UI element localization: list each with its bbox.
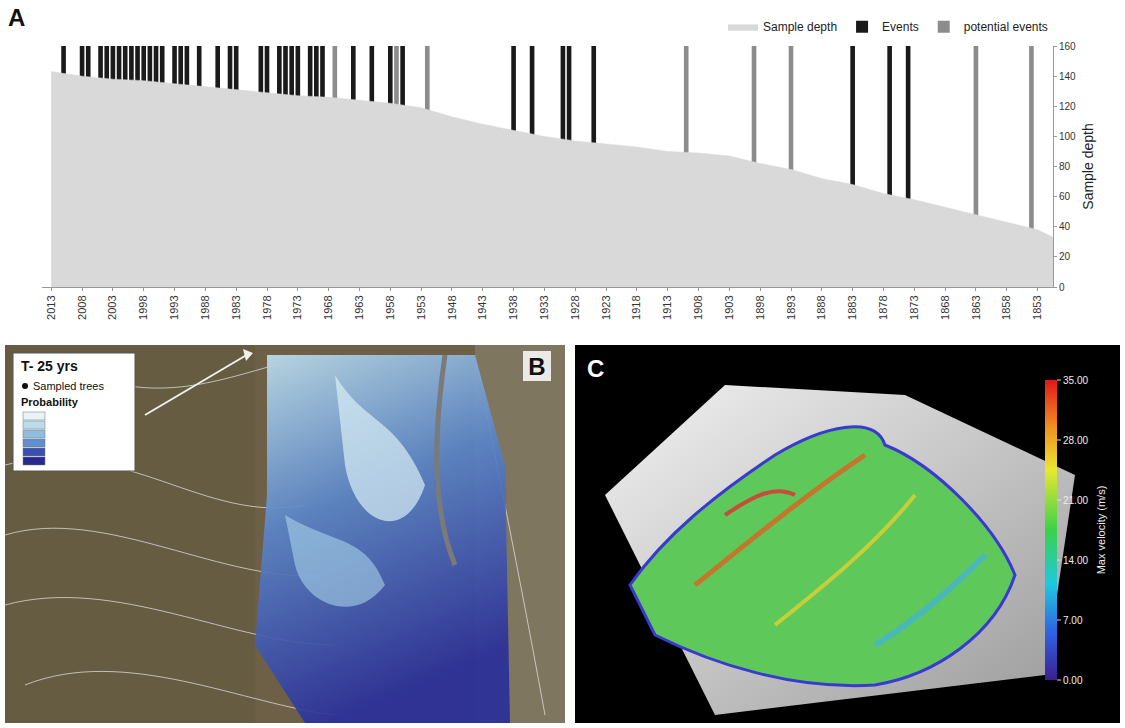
svg-text:1983: 1983 — [230, 295, 242, 319]
svg-text:1923: 1923 — [600, 295, 612, 319]
svg-text:1948: 1948 — [446, 295, 458, 319]
svg-text:1888: 1888 — [815, 295, 827, 319]
svg-text:1933: 1933 — [538, 295, 550, 319]
svg-text:1993: 1993 — [168, 295, 180, 319]
svg-text:1908: 1908 — [692, 295, 704, 319]
svg-text:0: 0 — [1059, 282, 1065, 293]
svg-text:1973: 1973 — [291, 295, 303, 319]
svg-text:2008: 2008 — [76, 295, 88, 319]
svg-text:20: 20 — [1059, 251, 1071, 262]
svg-text:35.00: 35.00 — [1063, 375, 1088, 386]
svg-text:1998: 1998 — [137, 295, 149, 319]
svg-text:1978: 1978 — [261, 295, 273, 319]
svg-text:Probability: Probability — [21, 396, 79, 408]
svg-text:1943: 1943 — [476, 295, 488, 319]
svg-text:1988: 1988 — [199, 295, 211, 319]
svg-text:1868: 1868 — [939, 295, 951, 319]
svg-text:1958: 1958 — [384, 295, 396, 319]
svg-text:1873: 1873 — [908, 295, 920, 319]
svg-text:2013: 2013 — [45, 295, 57, 319]
svg-text:120: 120 — [1059, 101, 1076, 112]
svg-text:0.00: 0.00 — [1063, 675, 1083, 686]
svg-text:1903: 1903 — [723, 295, 735, 319]
svg-text:B: B — [528, 353, 545, 380]
svg-text:21.00: 21.00 — [1063, 495, 1088, 506]
svg-text:14.00: 14.00 — [1063, 555, 1088, 566]
svg-text:1863: 1863 — [970, 295, 982, 319]
svg-text:1878: 1878 — [877, 295, 889, 319]
svg-text:1963: 1963 — [353, 295, 365, 319]
html-text:A: A — [8, 4, 26, 31]
svg-text:160: 160 — [1059, 41, 1076, 52]
svg-text:80: 80 — [1059, 161, 1071, 172]
svg-text:1918: 1918 — [630, 295, 642, 319]
svg-text:7.00: 7.00 — [1063, 615, 1083, 626]
svg-text:T- 25 yrs: T- 25 yrs — [21, 358, 78, 374]
svg-text:1928: 1928 — [569, 295, 581, 319]
svg-text:Sample depth: Sample depth — [1080, 123, 1096, 209]
svg-text:1968: 1968 — [322, 295, 334, 319]
svg-text:Sampled trees: Sampled trees — [33, 380, 104, 392]
svg-text:28.00: 28.00 — [1063, 435, 1088, 446]
svg-text:1858: 1858 — [1000, 295, 1012, 319]
svg-text:2003: 2003 — [106, 295, 118, 319]
svg-text:Max velocity (m/s): Max velocity (m/s) — [1095, 486, 1107, 575]
svg-text:Sample depth: Sample depth — [763, 20, 837, 34]
svg-text:C: C — [587, 355, 604, 382]
svg-text:1953: 1953 — [415, 295, 427, 319]
svg-text:140: 140 — [1059, 71, 1076, 82]
svg-text:Events: Events — [882, 20, 919, 34]
svg-text:1898: 1898 — [754, 295, 766, 319]
svg-text:1883: 1883 — [846, 295, 858, 319]
svg-text:1853: 1853 — [1031, 295, 1043, 319]
svg-text:potential events: potential events — [964, 20, 1048, 34]
svg-text:40: 40 — [1059, 221, 1071, 232]
svg-text:1893: 1893 — [785, 295, 797, 319]
svg-text:1913: 1913 — [661, 295, 673, 319]
svg-text:60: 60 — [1059, 191, 1071, 202]
svg-text:100: 100 — [1059, 131, 1076, 142]
svg-text:1938: 1938 — [507, 295, 519, 319]
